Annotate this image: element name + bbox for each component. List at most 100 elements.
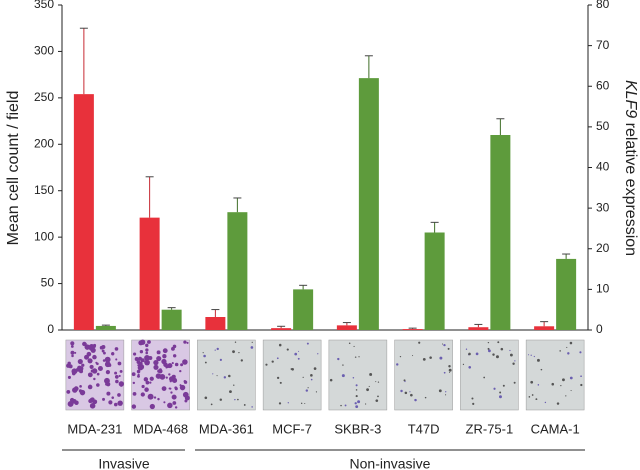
cell-dot [70,341,75,346]
cell-dot [493,387,496,390]
x-tick-label: MDA-231 [67,421,122,436]
cell-dot [147,393,154,400]
cell-dot [569,376,573,380]
bar [358,78,379,330]
cell-dot [136,369,141,374]
cell-dot [180,363,184,367]
x-tick-label: SKBR-3 [334,421,381,436]
cell-dot [422,357,426,361]
cell-dot [95,361,98,364]
y2-axis-title: KLF9 relative expression [622,80,639,256]
cell-dot [412,355,414,357]
cell-dot [174,406,178,409]
cell-dot [104,361,111,368]
cell-dot [251,406,253,408]
cell-dot [441,343,444,345]
cell-dot [556,402,560,405]
cell-dot [105,370,111,375]
y2-tick-label: 40 [596,160,610,174]
cell-dot [212,373,214,375]
cell-dot [240,359,243,362]
y2-tick-label: 30 [596,200,610,214]
cell-dot [487,347,490,350]
cell-dot [448,368,452,372]
cell-dot [302,376,304,378]
cell-dot [580,375,582,378]
cell-dot [352,377,355,379]
cell-dot [294,352,298,356]
cell-dot [111,352,115,356]
cell-dot [276,357,279,360]
cell-dot [468,352,471,356]
cell-dot [155,373,162,379]
cell-dot [443,343,446,347]
cell-dot [530,380,534,384]
cell-dot [569,341,573,345]
cell-dot [179,384,182,387]
cell-dot [310,378,313,381]
cell-dot [492,353,495,356]
cell-dot [223,376,227,379]
cell-dot [81,363,85,367]
bar [336,325,357,330]
cell-dot [278,402,282,405]
cell-image [197,339,256,411]
cell-dot [118,381,124,387]
cell-dot [162,354,167,359]
cell-dot [161,386,167,391]
cell-dot [183,340,187,344]
cell-dot [104,356,111,363]
cell-dot [165,376,168,379]
cell-dot [149,376,154,381]
cell-dot [183,380,187,383]
cell-dot [570,390,572,392]
cell-dot [232,350,235,354]
cell-dot [174,362,179,367]
cell-dot [513,381,516,384]
cell-dot [414,398,417,402]
cell-dot [143,377,149,382]
cell-dot [84,342,87,345]
cell-dot [375,381,377,383]
cell-dot [108,400,113,405]
cell-dot [495,355,499,359]
cell-dot [340,404,342,407]
cell-dot [439,356,443,360]
cell-dot [400,389,403,393]
cell-dot [488,349,491,353]
cell-dot [71,371,76,376]
y-tick-label: 200 [34,136,54,150]
cell-dot [512,362,515,365]
cell-dot [527,354,530,356]
cell-dot [87,372,93,378]
cell-dot [377,395,379,398]
cell-dot [117,361,122,366]
cell-dot [145,351,149,355]
cell-dot [132,392,137,396]
cell-dot [404,391,408,395]
cell-dot [96,372,100,376]
cell-dot [145,343,149,348]
bar [424,232,445,330]
cell-dot [307,387,309,389]
cell-dot [366,388,369,392]
cell-dot [145,380,150,385]
cell-dot [84,354,89,360]
cell-dot [344,404,347,407]
cell-dot [153,359,159,366]
cell-dot [313,367,317,370]
cell-dot [560,384,562,387]
cell-dot [78,366,81,369]
cell-dot [144,387,149,392]
cell-dot [145,348,149,352]
cell-dot [355,389,358,391]
cell-dot [117,400,123,406]
cell-dot [448,365,451,368]
cell-dot [106,391,111,396]
cell-dot [509,353,513,357]
cell-dot [93,377,96,381]
cell-dot [141,384,145,389]
cell-dot [354,356,357,358]
cell-dot [297,357,300,360]
cell-dot [305,389,309,392]
